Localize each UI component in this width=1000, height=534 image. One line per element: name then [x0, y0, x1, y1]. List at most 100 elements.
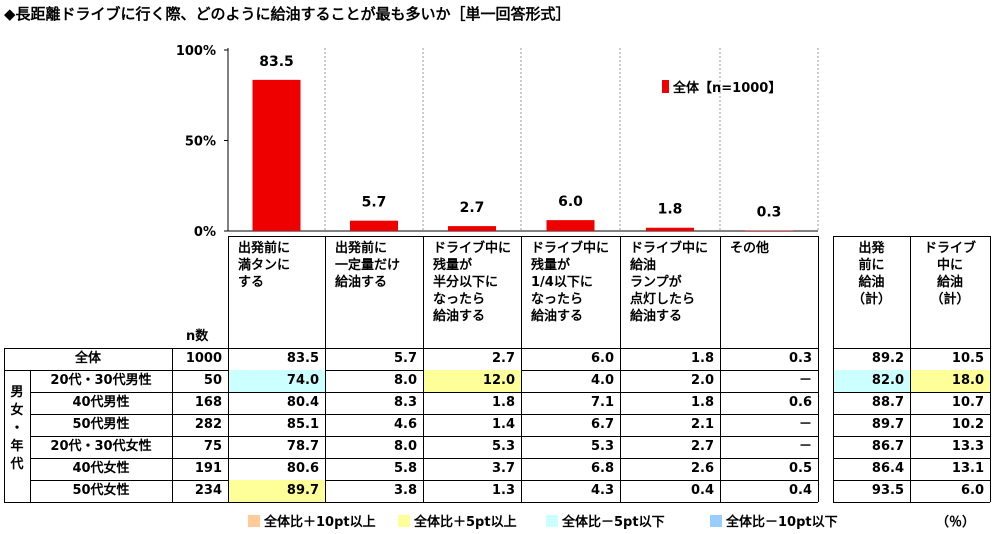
legend-swatch: [248, 514, 260, 527]
y-tick-label: 50%: [185, 135, 216, 150]
bar-series: [252, 79, 793, 232]
row-line: [833, 414, 990, 415]
value-cell: 3.7: [491, 461, 515, 476]
row-label: 20代・30代男性: [50, 373, 152, 388]
table-row: 40代女性 191 80.6 5.8 3.7 6.8 2.6 0.5 86.4 13.1: [0, 458, 1000, 480]
value-cell: 5.7: [393, 351, 417, 366]
column-header-line: 満タンに: [238, 258, 291, 273]
legend-item: 全体比－5pt以下: [546, 511, 665, 530]
group-label-char: 代: [10, 457, 24, 472]
sum-cell: 93.5: [871, 483, 904, 498]
sum-cell: 18.0: [911, 370, 990, 392]
value-cell: 8.0: [393, 373, 417, 388]
sum-header-line: 前に: [858, 258, 885, 273]
legend-swatch: [662, 80, 669, 93]
column-header-line: なったら: [531, 292, 584, 307]
value-cell: 0.5: [788, 461, 812, 476]
sum-cell: 6.0: [960, 483, 984, 498]
sum-cell: 10.5: [951, 351, 984, 366]
column-header-line: 出発前に: [238, 241, 291, 256]
grid-hline: [228, 236, 818, 237]
grid-hline: [833, 502, 990, 503]
column-header-line: ランプが: [630, 275, 682, 290]
value-cell: 5.8: [393, 461, 417, 476]
sum-header-line: 出発: [858, 241, 885, 256]
sum-cell: 86.4: [871, 461, 904, 476]
column-header: 出発前に 一定量だけ 給油する: [335, 240, 421, 291]
data-label: 0.3: [757, 204, 782, 220]
row-line: [833, 348, 990, 349]
n-value: 282: [194, 417, 222, 432]
sum-column-header: 出発前に給油 （計）: [833, 240, 910, 308]
value-cell: 8.0: [393, 439, 417, 454]
column-header-line: 給油: [630, 258, 657, 273]
value-cell: 2.7: [491, 351, 515, 366]
data-label: 1.8: [658, 202, 683, 218]
bar: [448, 226, 496, 231]
legend-swatch: [398, 514, 410, 527]
sum-header-line: 給油: [858, 275, 885, 290]
column-header-line: 点灯したら: [630, 292, 696, 307]
legend-label: 全体比－10pt以下: [726, 515, 838, 530]
grid-vline: [818, 236, 819, 502]
sum-column-header: ドライブ 中に 給油 （計）: [910, 240, 990, 308]
row-line: [30, 414, 818, 415]
n-value: 168: [194, 395, 222, 410]
row-line: [30, 436, 818, 437]
legend-swatch: [546, 514, 558, 527]
value-cell: 4.3: [590, 483, 614, 498]
value-cell: 80.4: [286, 395, 319, 410]
bar: [646, 227, 694, 231]
sum-header-line: （計）: [851, 292, 891, 307]
y-tick-label: 0%: [194, 225, 216, 240]
value-cell: 0.3: [788, 351, 812, 366]
sum-cell: 88.7: [871, 395, 904, 410]
table-row: 50代男性 282 85.1 4.6 1.4 6.7 2.1 － 89.7 10.2: [0, 414, 1000, 436]
row-line: [4, 348, 818, 349]
row-label: 50代女性: [72, 483, 130, 498]
value-cell: －: [798, 417, 812, 432]
value-cell: 4.0: [590, 373, 614, 388]
row-line: [833, 480, 990, 481]
value-cell: 89.7: [229, 480, 325, 502]
group-label-char: 年: [10, 439, 24, 454]
sum-header-line: （計）: [930, 292, 970, 307]
row-line: [833, 458, 990, 459]
row-line: [833, 392, 990, 393]
legend-label: 全体比－5pt以下: [562, 515, 665, 530]
n-value: 234: [194, 483, 222, 498]
value-cell: 1.8: [491, 395, 515, 410]
value-cell: 5.3: [590, 439, 614, 454]
column-header-line: 残量が: [433, 258, 473, 273]
value-cell: 2.6: [690, 461, 714, 476]
group-label: 男女・年代: [9, 384, 25, 474]
value-cell: －: [798, 439, 812, 454]
value-cell: 2.7: [690, 439, 714, 454]
sum-cell: 89.7: [871, 417, 904, 432]
value-cell: 2.0: [690, 373, 714, 388]
grid-vline: [833, 236, 834, 502]
row-label: 40代女性: [72, 461, 130, 476]
grid-vline: [521, 236, 522, 502]
bar: [546, 220, 595, 231]
chart-legend: 全体【n=1000】: [662, 80, 781, 96]
grid-hline: [833, 236, 990, 237]
legend-item: 全体比－10pt以下: [710, 511, 838, 530]
value-cell: 7.1: [590, 395, 614, 410]
value-cell: 12.0: [424, 370, 521, 392]
grid-vline: [228, 236, 229, 502]
column-header-line: 残量が: [531, 258, 571, 273]
group-label-char: 男: [10, 385, 24, 400]
grid-vline: [4, 348, 5, 502]
value-cell: 6.7: [590, 417, 614, 432]
row-line: [30, 458, 818, 459]
grid-vline: [620, 236, 621, 502]
table-row: 40代男性 168 80.4 8.3 1.8 7.1 1.8 0.6 88.7 10.7: [0, 392, 1000, 414]
data-label: 83.5: [259, 54, 294, 70]
n-value: 1000: [185, 351, 222, 366]
value-cell: 85.1: [286, 417, 319, 432]
value-cell: 3.8: [393, 483, 417, 498]
group-label-char: ・: [10, 421, 24, 436]
row-line: [833, 436, 990, 437]
column-header-line: ドライブ中に: [433, 241, 512, 256]
